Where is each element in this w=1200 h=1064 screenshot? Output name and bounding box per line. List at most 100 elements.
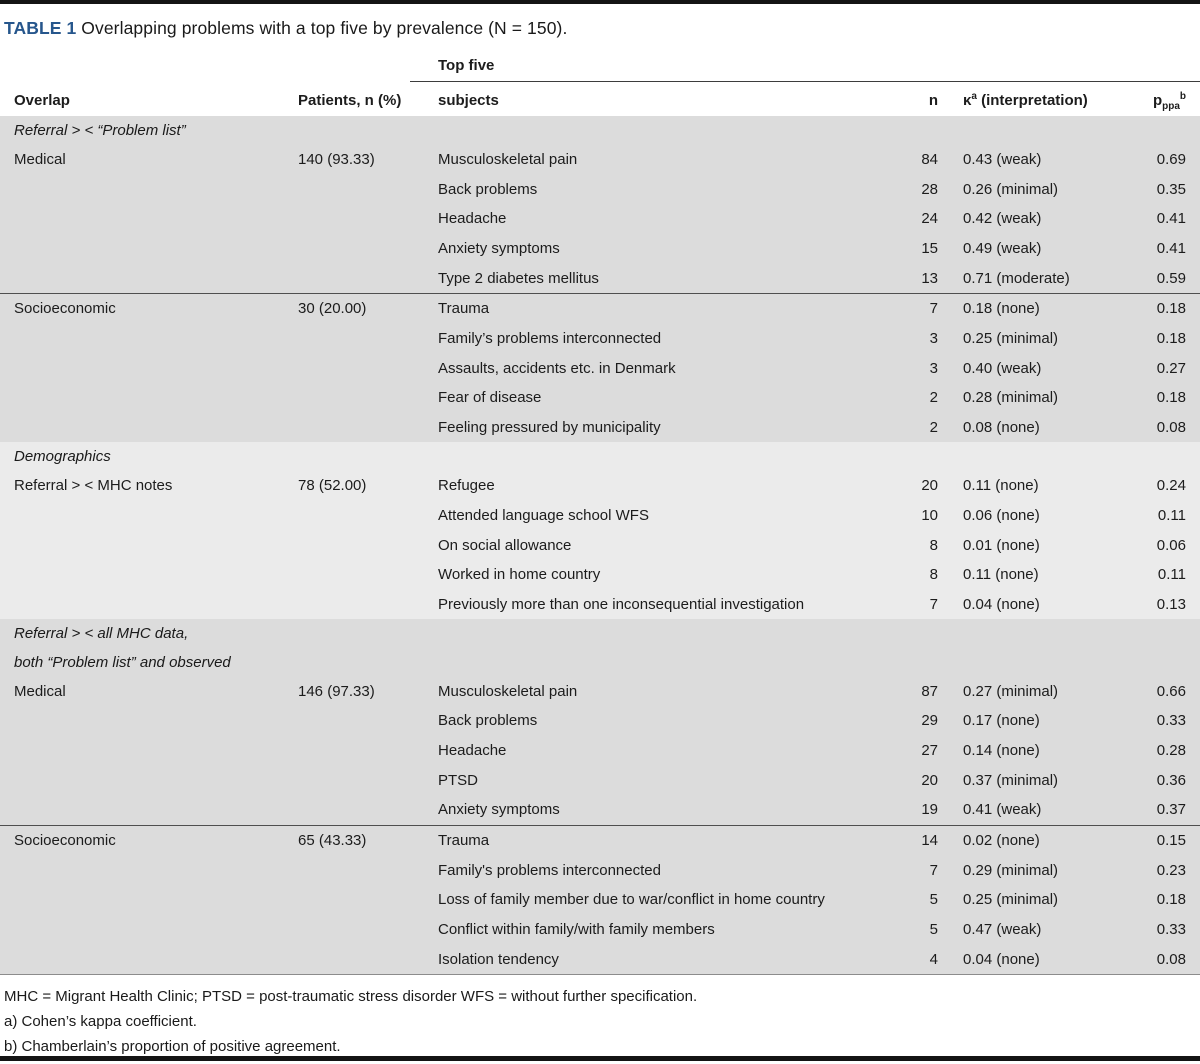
subject-cell: On social allowance xyxy=(438,536,572,554)
ppa-subscript: ppa xyxy=(1162,101,1180,112)
top-rule xyxy=(0,0,1200,4)
table-row: Anxiety symptoms 15 0.49 (weak) 0.41 xyxy=(14,234,1186,264)
overlap-cell: Socioeconomic xyxy=(14,832,116,850)
table-number: TABLE 1 xyxy=(4,18,77,38)
kappa-cell: 0.43 (weak) xyxy=(963,150,1042,168)
subject-cell: Headache xyxy=(438,742,507,760)
ppa-cell: 0.37 xyxy=(1156,801,1186,819)
kappa-cell: 0.25 (minimal) xyxy=(963,329,1059,347)
table-section: Referral > < “Problem list” Medical 140 (9… xyxy=(0,116,1200,443)
subject-cell: Previously more than one inconsequential… xyxy=(438,595,805,613)
table-row: Loss of family member due to war/conflic… xyxy=(14,885,1186,915)
column-header-row: Overlap Patients, n (%) subjects n κa (i… xyxy=(14,82,1200,116)
kappa-cell: 0.11 (none) xyxy=(963,477,1039,495)
overlap-cell: Socioeconomic xyxy=(14,300,116,318)
n-cell: 5 xyxy=(929,891,938,909)
ppa-cell: 0.08 xyxy=(1156,950,1186,968)
table-row: Medical 146 (97.33) Musculoskeletal pain 87… xyxy=(14,676,1186,706)
spanner-top-five: Top five xyxy=(438,57,495,74)
subject-cell: Back problems xyxy=(438,180,538,198)
ppa-cell: 0.24 xyxy=(1156,477,1186,495)
table-row: Previously more than one inconsequential… xyxy=(14,590,1186,620)
subject-cell: Isolation tendency xyxy=(438,950,559,968)
overlap-group: Socioeconomic 65 (43.33) Trauma 14 0.02 (non… xyxy=(0,824,1200,975)
table-row: Worked in home country 8 0.11 (none) 0.11 xyxy=(14,560,1186,590)
kappa-cell: 0.28 (minimal) xyxy=(963,389,1059,407)
n-cell: 4 xyxy=(929,950,938,968)
table-row: Anxiety symptoms 19 0.41 (weak) 0.37 xyxy=(14,795,1186,825)
subject-cell: Fear of disease xyxy=(438,389,542,407)
n-cell: 2 xyxy=(929,419,938,437)
kappa-cell: 0.37 (minimal) xyxy=(963,771,1059,789)
patients-cell: 30 (20.00) xyxy=(298,300,367,318)
table-row: On social allowance 8 0.01 (none) 0.06 xyxy=(14,530,1186,560)
subject-cell: Headache xyxy=(438,210,507,228)
table-caption-text: Overlapping problems with a top five by … xyxy=(76,18,568,38)
patients-cell: 78 (52.00) xyxy=(298,477,367,495)
kappa-cell: 0.01 (none) xyxy=(963,536,1040,554)
table-section: Referral > < all MHC data, both “Problem … xyxy=(0,619,1200,975)
overlap-group: Medical 146 (97.33) Musculoskeletal pain 87… xyxy=(14,676,1200,824)
kappa-cell: 0.42 (weak) xyxy=(963,210,1042,228)
ppa-cell: 0.66 xyxy=(1156,682,1186,700)
kappa-symbol: κ xyxy=(963,92,972,109)
subject-cell: Conflict within family/with family membe… xyxy=(438,921,715,939)
table-header: Top five Overlap Patients, n (%) subject… xyxy=(0,52,1200,116)
kappa-cell: 0.47 (weak) xyxy=(963,921,1042,939)
n-cell: 20 xyxy=(921,477,938,495)
kappa-cell: 0.18 (none) xyxy=(963,300,1040,318)
n-cell: 28 xyxy=(921,180,938,198)
kappa-cell: 0.27 (minimal) xyxy=(963,682,1059,700)
kappa-cell: 0.06 (none) xyxy=(963,506,1040,524)
subject-cell: Type 2 diabetes mellitus xyxy=(438,269,599,287)
ppa-footnote-marker: b xyxy=(1179,91,1186,102)
col-header-overlap: Overlap xyxy=(14,92,70,109)
subject-cell: Assaults, accidents etc. in Denmark xyxy=(438,359,676,377)
subject-cell: Back problems xyxy=(438,712,538,730)
table-body: Referral > < “Problem list” Medical 140 (9… xyxy=(0,116,1200,976)
table-row: PTSD 20 0.37 (minimal) 0.36 xyxy=(14,765,1186,795)
table-row: Socioeconomic 30 (20.00) Trauma 7 0.18 (none… xyxy=(14,294,1186,324)
table-row: Feeling pressured by municipality 2 0.08 (… xyxy=(14,413,1186,443)
kappa-footnote-marker: a xyxy=(971,91,977,102)
ppa-cell: 0.28 xyxy=(1156,742,1186,760)
ppa-cell: 0.35 xyxy=(1156,180,1186,198)
ppa-cell: 0.18 xyxy=(1156,329,1186,347)
table-footnotes: MHC = Migrant Health Clinic; PTSD = post… xyxy=(0,975,1200,1059)
footnote-abbreviations: MHC = Migrant Health Clinic; PTSD = post… xyxy=(4,988,698,1006)
section-header-line: Referral > < all MHC data, xyxy=(14,625,189,643)
ppa-cell: 0.18 xyxy=(1156,300,1186,318)
table-row: Back problems 28 0.26 (minimal) 0.35 xyxy=(14,174,1186,204)
ppa-cell: 0.59 xyxy=(1156,269,1186,287)
ppa-cell: 0.06 xyxy=(1156,536,1186,554)
ppa-cell: 0.33 xyxy=(1156,712,1186,730)
subject-cell: Trauma xyxy=(438,300,490,318)
overlap-group: Referral > < MHC notes 78 (52.00) Refugee 2… xyxy=(14,471,1200,619)
patients-cell: 140 (93.33) xyxy=(298,150,375,168)
kappa-cell: 0.40 (weak) xyxy=(963,359,1042,377)
ppa-cell: 0.13 xyxy=(1156,595,1186,613)
kappa-cell: 0.08 (none) xyxy=(963,419,1040,437)
section-header-line: Referral > < “Problem list” xyxy=(14,121,186,139)
table-row: Isolation tendency 4 0.04 (none) 0.08 xyxy=(14,945,1186,975)
ppa-cell: 0.08 xyxy=(1156,419,1186,437)
ppa-cell: 0.23 xyxy=(1156,861,1186,879)
n-cell: 2 xyxy=(929,389,938,407)
ppa-cell: 0.69 xyxy=(1156,150,1186,168)
subject-cell: Feeling pressured by municipality xyxy=(438,419,661,437)
n-cell: 84 xyxy=(921,150,938,168)
subject-cell: Worked in home country xyxy=(438,566,601,584)
table-row: Family’s problems interconnected 3 0.25 (m… xyxy=(14,324,1186,354)
n-cell: 7 xyxy=(929,595,938,613)
kappa-header-rest: (interpretation) xyxy=(976,92,1088,109)
ppa-cell: 0.41 xyxy=(1156,210,1186,228)
table-row: Headache 27 0.14 (none) 0.28 xyxy=(14,736,1186,766)
subject-cell: Musculoskeletal pain xyxy=(438,682,578,700)
kappa-cell: 0.02 (none) xyxy=(963,832,1040,850)
table-row: Attended language school WFS 10 0.06 (none… xyxy=(14,501,1186,531)
ppa-cell: 0.18 xyxy=(1156,891,1186,909)
n-cell: 7 xyxy=(929,861,938,879)
overlap-cell: Medical xyxy=(14,150,66,168)
subject-cell: Anxiety symptoms xyxy=(438,801,560,819)
table-row: Socioeconomic 65 (43.33) Trauma 14 0.02 (non… xyxy=(14,826,1186,856)
